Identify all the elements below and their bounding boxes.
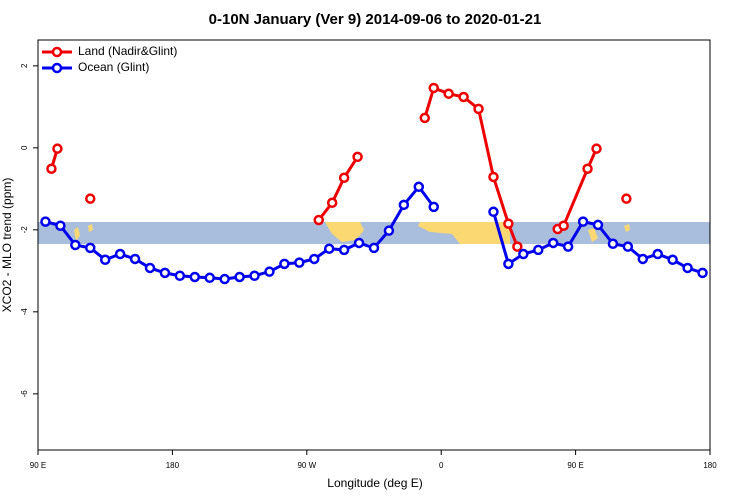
plot-frame [37, 39, 711, 451]
data-point [562, 241, 574, 252]
data-point [264, 266, 275, 277]
data-point [234, 271, 245, 283]
data-point [398, 199, 410, 211]
legend-marker [51, 62, 63, 74]
data-point [99, 254, 111, 266]
data-point [443, 88, 454, 99]
data-point [582, 163, 593, 174]
x-tick-label: 0 [439, 461, 444, 470]
y-axis-label: XCO2 - MLO trend (ppm) [0, 178, 14, 313]
ocean-band [38, 222, 710, 244]
data-point [512, 241, 523, 252]
data-point [473, 103, 484, 115]
data-point [592, 219, 604, 231]
y-tick-label: 0 [20, 145, 29, 150]
data-point [55, 220, 66, 231]
data-point [85, 193, 96, 204]
data-point [70, 239, 81, 251]
data-point [383, 225, 395, 236]
data-point [591, 143, 602, 154]
x-tick-label: 180 [703, 461, 717, 470]
data-point [697, 267, 708, 279]
data-point [40, 216, 51, 227]
data-point [419, 112, 431, 124]
data-point [279, 258, 290, 270]
data-point [129, 253, 141, 265]
data-point [352, 151, 363, 163]
data-point [503, 218, 514, 229]
data-point [558, 220, 569, 231]
data-point [547, 237, 559, 249]
data-point [309, 253, 320, 265]
data-point [503, 258, 514, 270]
data-point [338, 244, 350, 256]
data-point [622, 241, 634, 252]
data-point [85, 242, 96, 254]
data-point [428, 201, 439, 213]
y-tick-label: -4 [20, 308, 29, 316]
data-point [144, 262, 156, 274]
data-point [294, 257, 305, 268]
data-point [219, 273, 230, 285]
data-point [204, 272, 215, 284]
data-point [323, 243, 335, 254]
legend-label: Land (Nadir&Glint) [78, 44, 177, 58]
data-point [607, 238, 619, 250]
data-point [518, 248, 529, 260]
x-tick-label: 90 E [30, 461, 46, 470]
legend-label: Ocean (Glint) [78, 60, 149, 74]
x-tick-label: 90 W [297, 461, 316, 470]
land-shapes [74, 222, 630, 244]
map-strip [38, 222, 710, 244]
x-tick-label: 180 [166, 461, 180, 470]
data-point [488, 206, 499, 218]
data-point [189, 271, 201, 283]
data-point [682, 262, 693, 274]
y-tick-label: 2 [20, 63, 29, 68]
data-point [338, 172, 350, 184]
data-point [114, 248, 126, 260]
data-point [577, 216, 589, 227]
y-tick-label: -6 [20, 390, 29, 398]
data-point [249, 270, 260, 281]
data-point [652, 248, 663, 260]
data-point [353, 237, 365, 249]
data-point [428, 82, 439, 94]
data-point [368, 242, 380, 254]
data-point [488, 171, 499, 183]
x-tick-label: 90 E [567, 461, 583, 470]
legend-marker [51, 46, 63, 58]
data-point [159, 267, 171, 279]
data-point [46, 163, 57, 174]
y-tick-label: -2 [20, 226, 29, 234]
data-point [174, 270, 186, 281]
x-axis-label: Longitude (deg E) [327, 476, 422, 490]
data-point [413, 181, 425, 193]
data-point [667, 254, 678, 266]
data-point [637, 253, 649, 265]
data-point [621, 193, 632, 204]
data-point [52, 143, 63, 154]
data-point [533, 244, 544, 256]
data-point [326, 197, 338, 209]
data-point [313, 214, 324, 226]
data-point [458, 91, 469, 103]
chart-title: 0-10N January (Ver 9) 2014-09-06 to 2020… [209, 11, 542, 28]
